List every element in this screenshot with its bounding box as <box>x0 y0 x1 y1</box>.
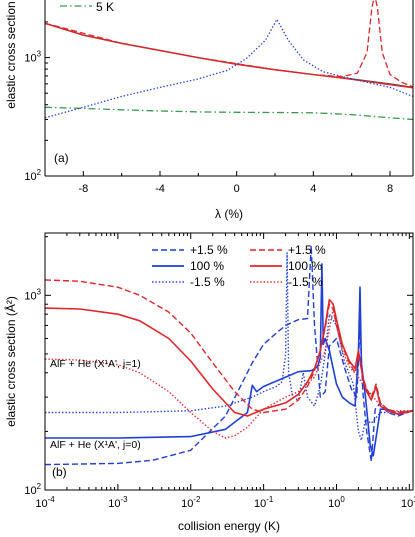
legend-b-label-1: 100 % <box>190 259 224 273</box>
legend-b-label-2: -1.5 % <box>190 275 225 289</box>
x-tick-label-b: 100 <box>328 495 345 510</box>
x-tick-label-a: -4 <box>155 183 165 195</box>
x-tick-label-a: 4 <box>310 183 316 195</box>
series-b-0-line <box>45 244 413 466</box>
series-a-4-line <box>45 0 413 88</box>
y-tick-label-b: 103 <box>24 287 41 302</box>
y-axis-label-a: elastic cross section <box>4 1 18 108</box>
x-tick-label-a: 8 <box>387 183 393 195</box>
annotation-j0: AlF + He (X¹A', j=0) <box>50 439 141 451</box>
x-tick-label-b: 10-2 <box>181 495 200 510</box>
panel-a: -8 -4 0 4 8 102 103 λ (%) elastic cross section (… <box>4 0 414 221</box>
x-tick-label-b: 10-3 <box>108 495 128 510</box>
series-a-0-line <box>45 106 413 121</box>
legend-b-label-0: +1.5 % <box>190 243 228 257</box>
x-axis-label-a: λ (%) <box>215 207 243 221</box>
y-tick-label-a: 102 <box>24 168 41 183</box>
panel-b: 10-4 10-3 10-2 10-1 100 101 102 103 collision en… <box>3 232 415 533</box>
x-axis-label-b: collision energy (K) <box>178 519 280 533</box>
series-a-1-line <box>45 22 413 89</box>
panel-label-b: (b) <box>52 465 67 479</box>
series-a-3-line <box>45 18 413 119</box>
series-b-5-line <box>45 308 413 439</box>
panel-label-a: (a) <box>54 151 69 165</box>
legend-b-label-4: 100 % <box>288 259 322 273</box>
y-tick-label-b: 102 <box>24 482 41 497</box>
x-tick-label-a: 0 <box>234 183 240 195</box>
legend-b-label-3: +1.5 % <box>288 243 326 257</box>
x-tick-label-b: 10-1 <box>254 495 274 510</box>
x-tick-label-b: 101 <box>401 495 415 510</box>
annotation-j1: AlF + He (X¹A', j=1) <box>50 358 141 370</box>
series-b-2-line <box>45 252 413 441</box>
x-tick-label-b: 10-4 <box>35 495 55 510</box>
y-tick-label-a: 103 <box>24 50 41 65</box>
series-b-1-line <box>45 263 413 457</box>
series-b-4-line <box>45 298 413 417</box>
x-tick-label-a: -8 <box>78 183 88 195</box>
legend-a-label: 5 K <box>96 0 114 14</box>
legend-b-label-5: -1.5 % <box>288 275 323 289</box>
plot-frame-b <box>44 232 414 491</box>
series-a-2-line <box>45 22 413 89</box>
y-axis-label-b: elastic cross section (Å²) <box>3 296 18 427</box>
